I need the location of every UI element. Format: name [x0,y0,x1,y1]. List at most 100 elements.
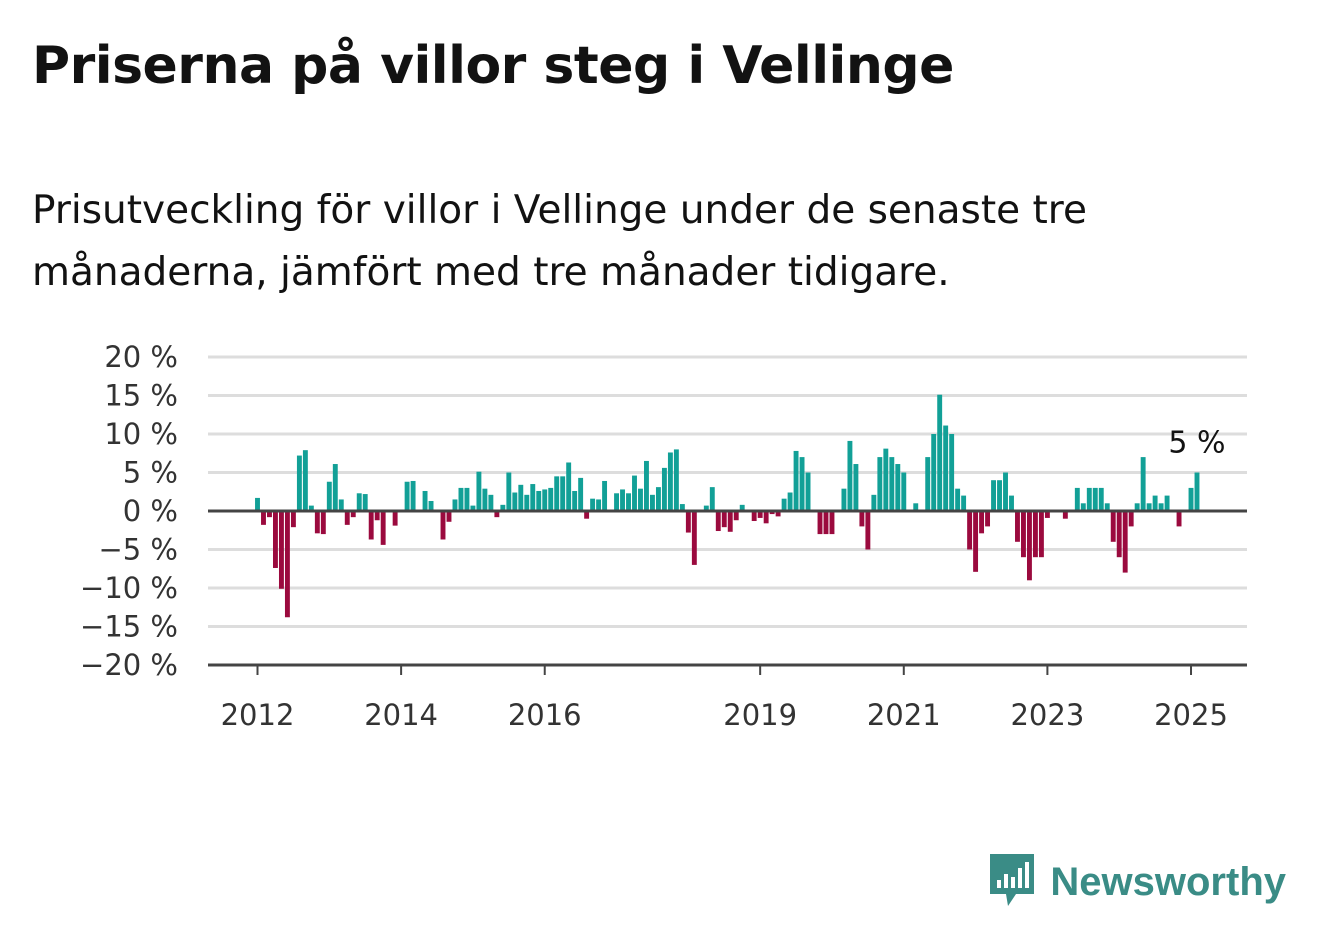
bar [632,475,637,511]
bar [596,499,602,511]
bar [620,489,625,511]
x-tick-label: 2021 [867,698,941,732]
bar [955,488,961,511]
bar [799,457,805,511]
bar [446,511,452,522]
bar [572,490,578,511]
bar [1104,503,1110,511]
bar [1038,511,1044,558]
chart-title: Priserna på villor steg i Vellinge [32,36,954,96]
bar [739,504,745,511]
bar [302,450,308,511]
bar [296,455,302,511]
bar [1009,495,1014,511]
bar-chart: 20 % 15 % 10 % 5 % 0 % −5 % −10 % −15 % −20 % 20… [80,340,1247,732]
bar [1098,487,1104,511]
bar [590,498,596,511]
gridlines [208,355,1247,628]
x-tick-label: 2012 [221,698,295,732]
bar [931,434,937,511]
bar [847,440,853,511]
bar [470,505,476,511]
bar [524,494,530,511]
bar [997,480,1002,511]
bar [1194,472,1200,511]
bar [1140,457,1146,511]
bar [853,464,859,511]
bar [1092,487,1098,511]
bar [506,472,512,511]
bar [380,511,386,545]
bar [805,472,811,511]
y-tick-label: 10 % [104,417,178,451]
bar [1110,511,1116,542]
bar [925,457,931,511]
bar [733,511,739,521]
bar [1152,495,1158,511]
brand-logo: Newsworthy [986,850,1286,914]
y-tick-label: 15 % [104,379,178,413]
bar [255,497,260,511]
x-axis: 2012 2014 2016 2019 2021 2023 2025 [208,663,1247,732]
bar [344,511,350,525]
bar [404,481,410,511]
bar [518,484,524,511]
bar [967,511,973,550]
bar [320,511,326,535]
bar [985,511,991,527]
bar [368,511,374,540]
bar [1026,511,1032,581]
bar [332,464,338,511]
bar [883,448,889,511]
bar [973,511,979,572]
y-tick-label: −15 % [80,610,178,644]
bar [1134,503,1140,511]
bar [949,434,955,511]
bar [991,480,996,511]
x-tick-label: 2025 [1154,698,1228,732]
bar [458,487,464,511]
bar [865,511,871,550]
bar [721,511,727,528]
bar [841,488,847,511]
bar [979,511,985,534]
bar [356,493,362,511]
bar [638,488,643,511]
bar [781,498,787,511]
newsworthy-logo-icon [986,850,1038,914]
bar [626,493,631,511]
bar [775,511,781,517]
bar [1146,503,1152,511]
bar [500,504,506,511]
bar [961,495,967,511]
bar [530,484,536,511]
y-tick-label: 5 % [123,456,178,490]
bar [1080,503,1086,511]
y-tick-label: −10 % [80,571,178,605]
bar [709,487,715,511]
bar [261,511,266,525]
x-tick-label: 2019 [723,698,797,732]
bar [428,500,434,511]
bar [290,511,296,528]
bar [560,476,566,511]
bar [512,492,518,511]
bar [859,511,865,527]
bar [661,467,667,511]
bar [817,511,823,535]
y-tick-label: 0 % [123,494,178,528]
brand-name: Newsworthy [1050,859,1286,904]
bar [392,511,398,526]
bar [452,499,458,511]
bar [1044,511,1050,518]
bar [877,457,883,511]
bar [308,505,314,511]
y-axis: 20 % 15 % 10 % 5 % 0 % −5 % −10 % −15 % −20 % [80,340,1247,682]
bar [943,425,949,511]
bar [889,457,895,511]
bar [284,511,290,618]
y-tick-label: −5 % [98,533,178,567]
bar [685,511,691,533]
bar [602,480,608,511]
bar [1176,511,1182,527]
